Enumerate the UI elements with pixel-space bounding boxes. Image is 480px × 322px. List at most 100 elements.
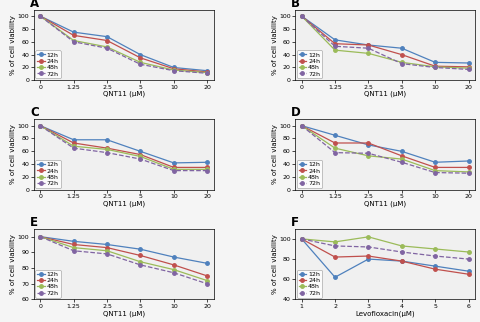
Line: 72h: 72h	[38, 235, 209, 286]
48h	[171, 167, 177, 171]
24h	[299, 124, 304, 128]
24h	[432, 64, 438, 68]
Y-axis label: % of cell viability: % of cell viability	[272, 234, 278, 294]
Line: 48h: 48h	[300, 14, 470, 70]
24h	[71, 33, 76, 37]
12h	[104, 138, 110, 142]
Line: 12h: 12h	[38, 124, 209, 165]
72h	[171, 169, 177, 173]
Y-axis label: % of cell viability: % of cell viability	[272, 15, 278, 75]
12h	[332, 38, 338, 42]
24h	[299, 14, 304, 18]
12h	[299, 237, 304, 241]
Line: 48h: 48h	[38, 14, 209, 74]
12h	[171, 161, 177, 165]
48h	[71, 39, 76, 43]
72h	[204, 71, 210, 75]
12h	[299, 124, 304, 128]
Line: 24h: 24h	[300, 124, 470, 169]
Line: 72h: 72h	[300, 14, 470, 71]
48h	[71, 144, 76, 148]
24h	[204, 166, 210, 169]
12h	[365, 143, 371, 147]
72h	[71, 146, 76, 150]
12h	[104, 242, 110, 246]
Text: C: C	[30, 106, 39, 119]
12h	[365, 43, 371, 47]
Line: 24h: 24h	[38, 14, 209, 74]
48h	[332, 240, 338, 244]
12h	[399, 259, 405, 263]
24h	[365, 254, 371, 258]
72h	[332, 44, 338, 48]
Line: 12h: 12h	[300, 237, 470, 279]
24h	[104, 246, 110, 250]
72h	[299, 14, 304, 18]
Line: 72h: 72h	[300, 237, 470, 261]
48h	[204, 279, 210, 282]
72h	[299, 124, 304, 128]
72h	[365, 151, 371, 155]
24h	[466, 65, 471, 69]
72h	[37, 124, 43, 128]
12h	[299, 14, 304, 18]
24h	[432, 267, 438, 271]
Line: 24h: 24h	[300, 14, 470, 69]
48h	[37, 14, 43, 18]
48h	[204, 71, 210, 75]
72h	[432, 254, 438, 258]
72h	[138, 263, 144, 267]
12h	[37, 14, 43, 18]
Y-axis label: % of cell viability: % of cell viability	[272, 125, 278, 185]
48h	[432, 65, 438, 69]
Legend: 12h, 24h, 48h, 72h: 12h, 24h, 48h, 72h	[36, 160, 60, 188]
24h	[171, 166, 177, 169]
72h	[432, 171, 438, 175]
12h	[466, 269, 471, 273]
X-axis label: QNT11 (μM): QNT11 (μM)	[103, 91, 145, 97]
72h	[104, 252, 110, 256]
12h	[332, 275, 338, 279]
48h	[299, 237, 304, 241]
12h	[138, 149, 144, 153]
X-axis label: QNT11 (μM): QNT11 (μM)	[103, 310, 145, 317]
24h	[171, 263, 177, 267]
72h	[299, 237, 304, 241]
12h	[171, 255, 177, 259]
12h	[204, 261, 210, 265]
48h	[171, 268, 177, 271]
72h	[466, 68, 471, 71]
Line: 48h: 48h	[300, 235, 470, 254]
48h	[432, 169, 438, 173]
Text: A: A	[30, 0, 39, 10]
72h	[204, 282, 210, 286]
Text: B: B	[291, 0, 300, 10]
72h	[399, 62, 405, 66]
Y-axis label: % of cell viability: % of cell viability	[11, 15, 16, 75]
48h	[138, 61, 144, 64]
72h	[71, 249, 76, 253]
Line: 24h: 24h	[300, 237, 470, 276]
48h	[104, 45, 110, 49]
Line: 72h: 72h	[300, 124, 470, 175]
12h	[332, 133, 338, 137]
48h	[104, 147, 110, 151]
Text: F: F	[291, 216, 300, 229]
12h	[399, 46, 405, 50]
72h	[171, 271, 177, 275]
24h	[138, 253, 144, 257]
12h	[37, 124, 43, 128]
12h	[466, 159, 471, 163]
24h	[37, 14, 43, 18]
12h	[171, 66, 177, 70]
24h	[332, 255, 338, 259]
Line: 48h: 48h	[38, 235, 209, 282]
12h	[432, 61, 438, 64]
72h	[365, 46, 371, 50]
72h	[138, 157, 144, 161]
48h	[104, 249, 110, 253]
24h	[399, 53, 405, 57]
48h	[466, 250, 471, 254]
12h	[138, 53, 144, 57]
24h	[171, 67, 177, 71]
